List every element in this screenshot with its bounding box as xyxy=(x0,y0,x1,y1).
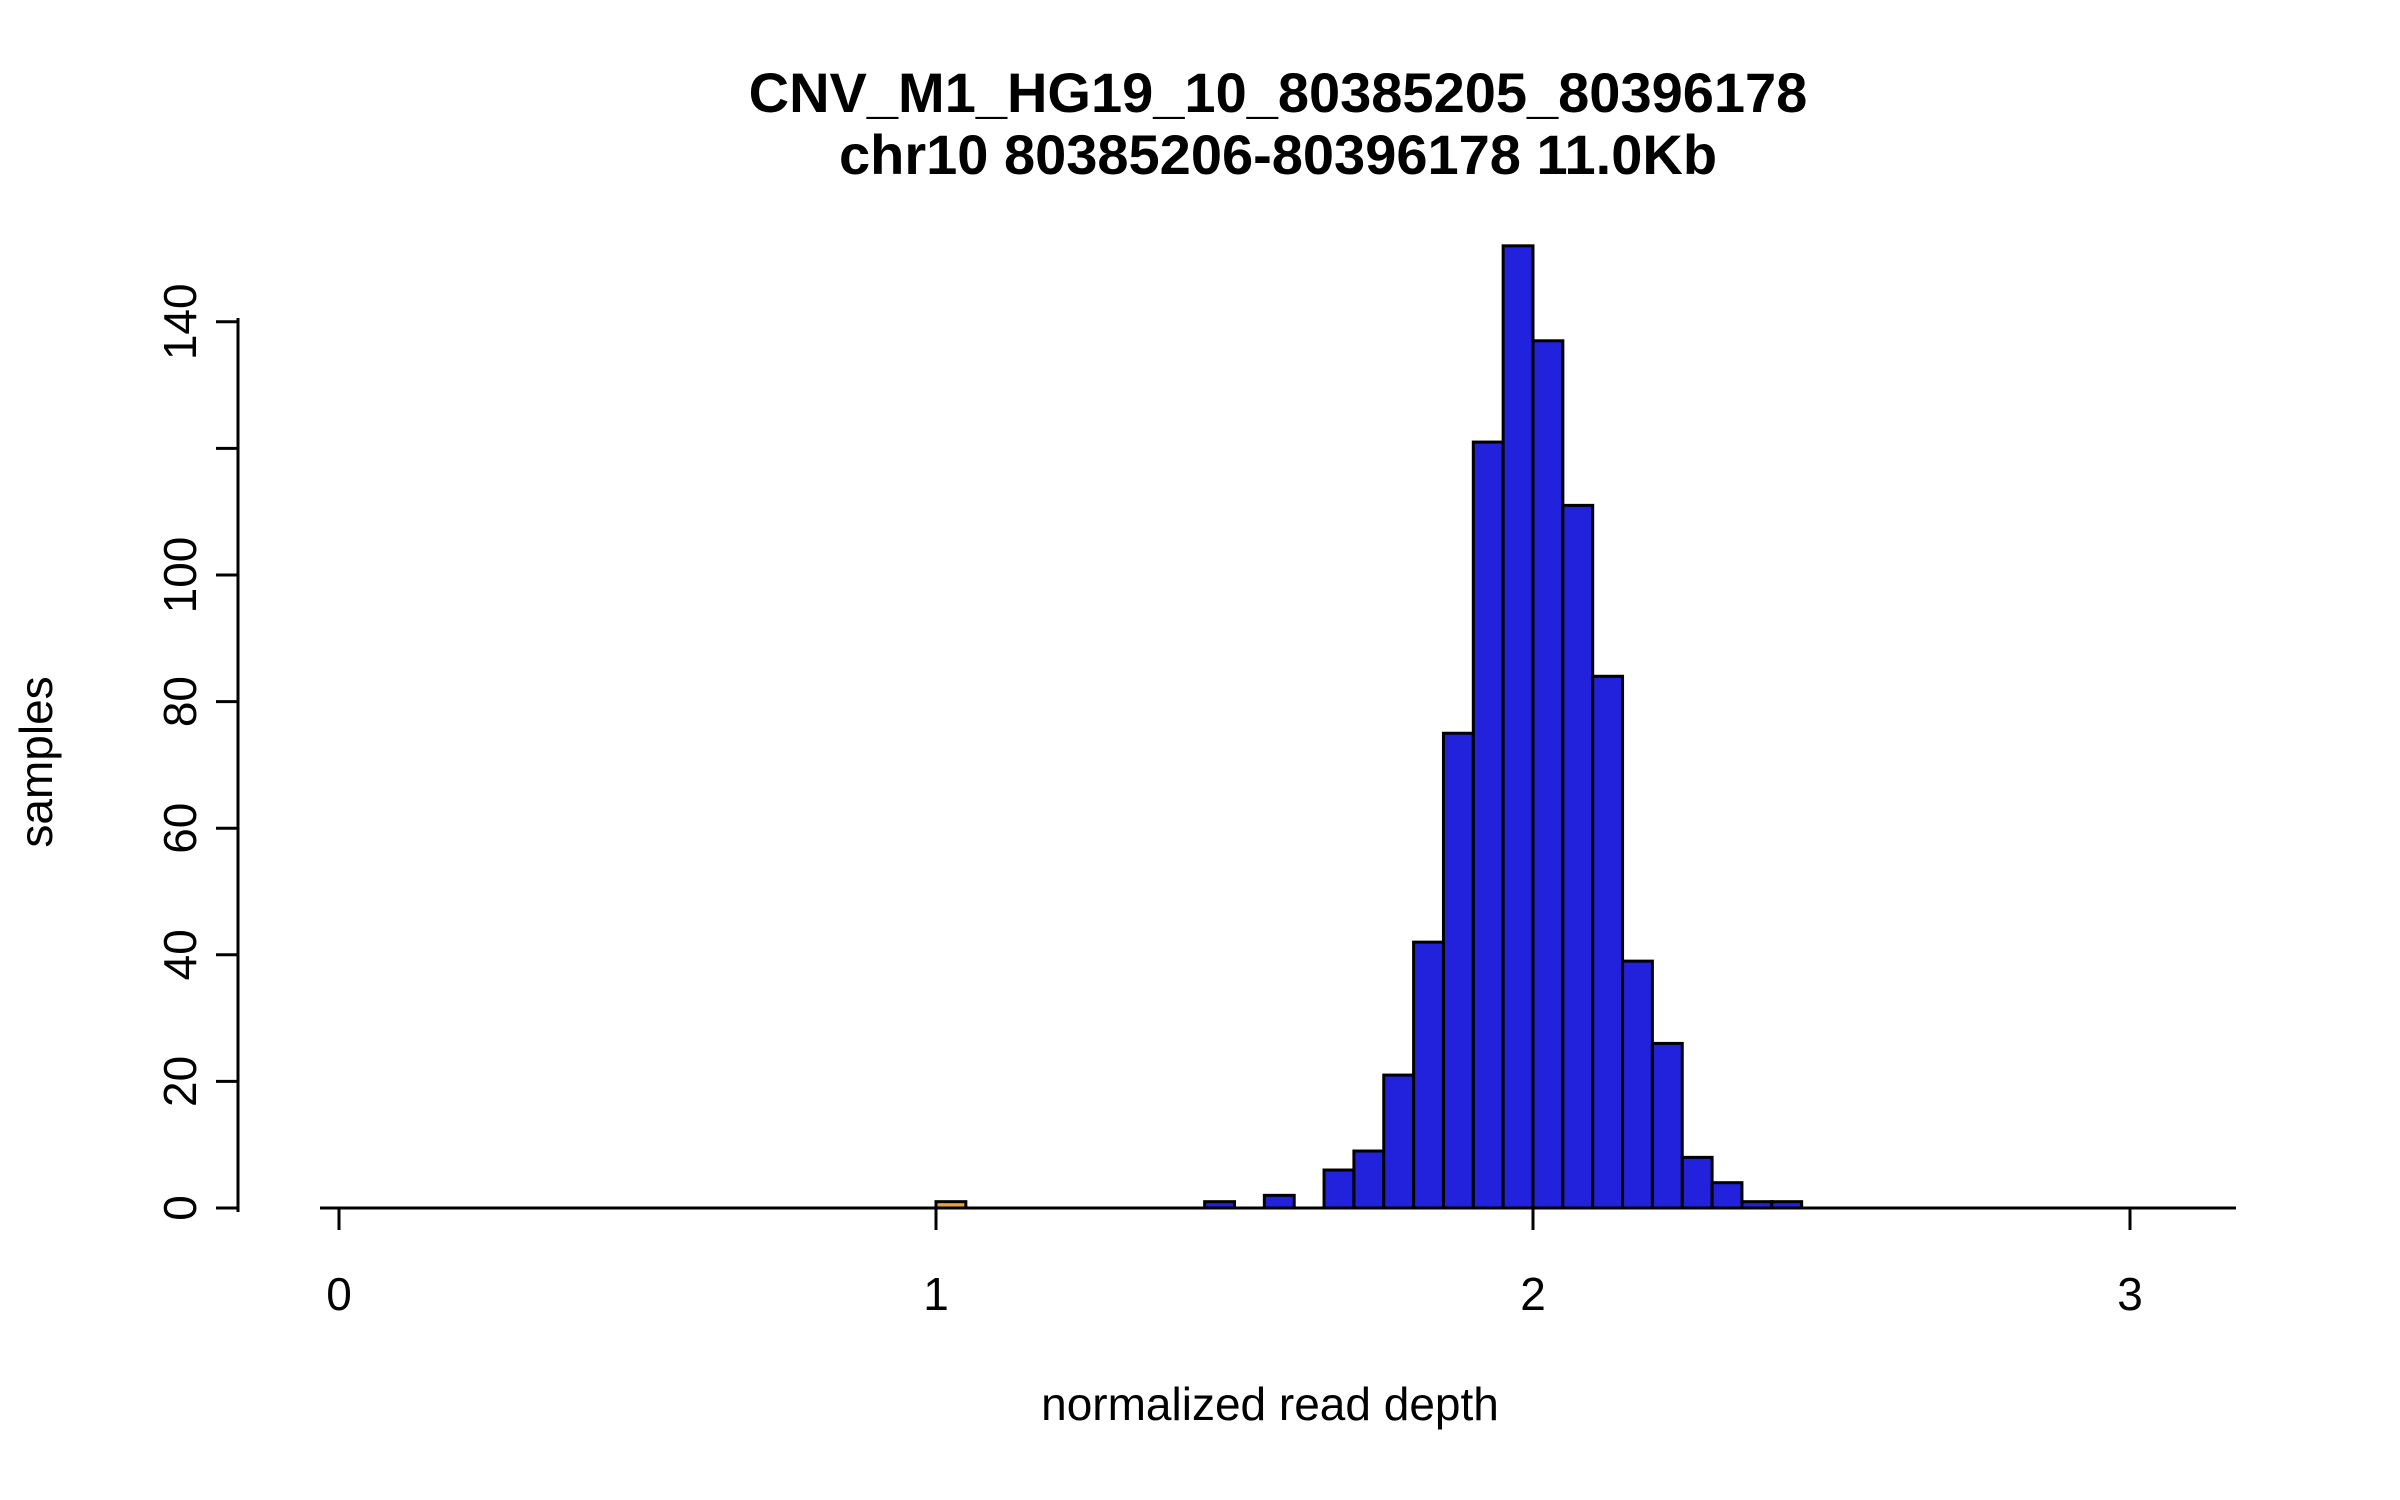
x-tick-label: 0 xyxy=(326,1268,352,1320)
histogram-bar xyxy=(1203,1200,1237,1210)
x-axis-label: normalized read depth xyxy=(1041,1378,1499,1430)
y-tick-label: 60 xyxy=(154,803,206,854)
histogram-bar xyxy=(1441,731,1475,1210)
histogram-bar xyxy=(1352,1149,1386,1210)
y-tick-label: 100 xyxy=(154,537,206,614)
histogram-bar xyxy=(1322,1168,1356,1210)
histogram-bars xyxy=(934,244,1804,1210)
histogram-bar xyxy=(1531,339,1565,1210)
histogram-bar xyxy=(1770,1200,1804,1210)
x-tick-label: 2 xyxy=(1520,1268,1546,1320)
histogram-bar xyxy=(1501,244,1535,1210)
x-tick-label: 3 xyxy=(2117,1268,2143,1320)
axes: 0 1 2 3 0 20 40 60 80 100 140 xyxy=(154,283,2236,1320)
y-tick-label: 40 xyxy=(154,929,206,980)
histogram-bar xyxy=(1710,1181,1744,1210)
histogram-bar xyxy=(1680,1155,1714,1210)
histogram-bar xyxy=(1591,674,1625,1210)
y-axis-label: samples xyxy=(10,676,62,847)
histogram-bar xyxy=(1382,1073,1416,1210)
histogram-bar xyxy=(1561,503,1595,1210)
histogram-bar xyxy=(1740,1200,1774,1210)
y-tick-label: 0 xyxy=(154,1195,206,1221)
histogram-bar-highlight xyxy=(934,1200,968,1210)
chart-subtitle: chr10 80385206-80396178 11.0Kb xyxy=(839,123,1717,186)
x-tick-label: 1 xyxy=(923,1268,949,1320)
histogram-bar xyxy=(1621,959,1654,1210)
y-tick-label: 80 xyxy=(154,676,206,727)
histogram-bar xyxy=(1262,1193,1296,1210)
histogram-bar xyxy=(1650,1041,1684,1210)
histogram-bar xyxy=(1412,940,1445,1210)
chart-title: CNV_M1_HG19_10_80385205_80396178 xyxy=(749,61,1808,124)
y-tick-label: 20 xyxy=(154,1056,206,1107)
y-tick-label: 140 xyxy=(154,283,206,360)
histogram-bar xyxy=(1471,440,1505,1210)
